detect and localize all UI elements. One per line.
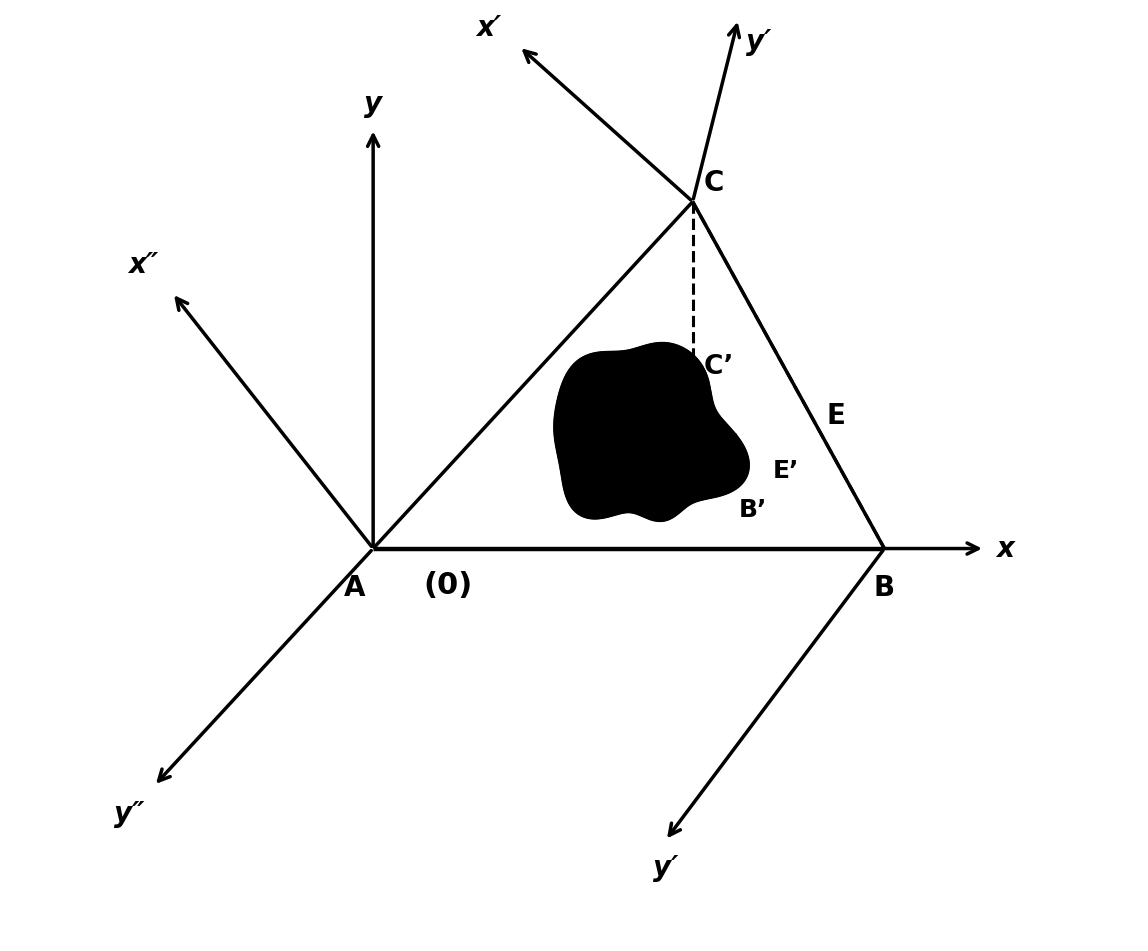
Text: E’: E’ <box>773 459 799 483</box>
Text: E: E <box>827 402 846 430</box>
Text: (0): (0) <box>424 572 473 600</box>
Text: C: C <box>704 169 724 197</box>
Text: x′: x′ <box>475 14 501 42</box>
Text: C’: C’ <box>704 354 734 379</box>
Text: y′: y′ <box>746 29 771 56</box>
Text: y′: y′ <box>652 854 678 883</box>
Text: B: B <box>874 574 895 602</box>
Text: x″: x″ <box>129 251 158 280</box>
Text: x: x <box>995 534 1014 563</box>
Text: A: A <box>344 574 366 602</box>
Polygon shape <box>554 343 748 521</box>
Text: y: y <box>364 89 382 118</box>
Text: y″: y″ <box>115 800 145 827</box>
Text: B’: B’ <box>738 498 767 522</box>
